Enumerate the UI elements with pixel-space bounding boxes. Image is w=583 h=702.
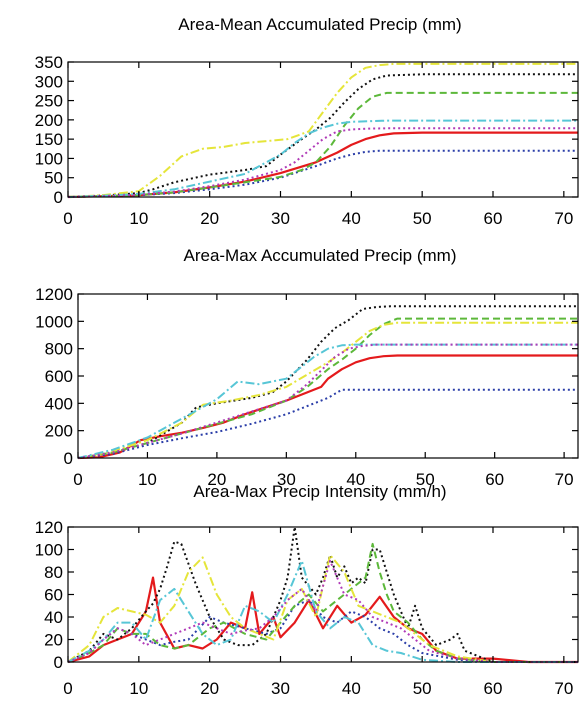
x-tick-label: 30 — [271, 679, 290, 698]
x-tick-label: 40 — [342, 209, 361, 228]
x-tick-label: 10 — [129, 209, 148, 228]
series-line-6 — [77, 343, 578, 459]
series-line-4 — [67, 91, 578, 198]
series-line-7 — [77, 343, 578, 459]
x-tick-label: 0 — [63, 209, 72, 228]
y-tick-label: 20 — [44, 631, 63, 650]
y-tick-label: 100 — [35, 541, 63, 560]
y-tick-label: 800 — [45, 340, 73, 359]
area-max-precip-intensity-chart: 0 10 20 30 40 50 60 70 0 20 40 60 80 100 120 — [35, 518, 579, 698]
y-tick-label: 300 — [35, 72, 63, 91]
series-line-5 — [77, 321, 578, 459]
x-tick-label: 20 — [200, 679, 219, 698]
y-tick-label: 1000 — [35, 312, 73, 331]
y-tick-label: 0 — [64, 449, 73, 468]
series-line-6 — [67, 119, 578, 198]
x-tick-label: 70 — [554, 679, 573, 698]
series-line-1 — [77, 354, 578, 460]
x-tick-label: 20 — [207, 470, 226, 489]
panel-3-title: Area-Max Precip Intensity (mm/h) — [193, 482, 446, 501]
series-line-2 — [77, 388, 578, 459]
panel-2-title: Area-Max Accumulated Precip (mm) — [183, 246, 456, 265]
series-line-7 — [67, 559, 578, 663]
series-line-3 — [67, 526, 578, 663]
series-line-7 — [67, 127, 578, 198]
y-tick-label: 250 — [35, 92, 63, 111]
series-line-5 — [67, 62, 578, 198]
x-tick-label: 20 — [200, 209, 219, 228]
y-tick-label: 200 — [35, 111, 63, 130]
series-line-4 — [67, 542, 578, 663]
series-line-2 — [67, 599, 578, 663]
y-tick-label: 350 — [35, 53, 63, 72]
y-tick-label: 0 — [54, 188, 63, 207]
x-tick-label: 10 — [138, 470, 157, 489]
x-tick-label: 50 — [413, 209, 432, 228]
x-tick-label: 70 — [554, 209, 573, 228]
x-tick-label: 30 — [277, 470, 296, 489]
y-tick-label: 400 — [45, 394, 73, 413]
plot-frame — [77, 293, 579, 459]
x-tick-label: 30 — [271, 209, 290, 228]
series-line-5 — [67, 554, 578, 663]
series-line-3 — [77, 305, 578, 459]
area-max-accumulated-precip-chart: 0 10 20 30 40 50 60 70 0 200 400 600 800 1000 1200 — [35, 285, 579, 489]
x-tick-label: 40 — [342, 679, 361, 698]
series-line-4 — [77, 317, 578, 459]
panel-1-title: Area-Mean Accumulated Precip (mm) — [178, 15, 461, 34]
series-line-2 — [67, 149, 578, 198]
y-tick-label: 0 — [54, 653, 63, 672]
x-tick-label: 50 — [413, 679, 432, 698]
x-tick-label: 60 — [484, 209, 503, 228]
plot-frame — [67, 526, 579, 663]
x-tick-label: 0 — [63, 679, 72, 698]
y-tick-label: 1200 — [35, 285, 73, 304]
y-tick-label: 50 — [44, 169, 63, 188]
series-line-1 — [67, 131, 578, 199]
x-tick-label: 10 — [129, 679, 148, 698]
y-tick-label: 40 — [44, 608, 63, 627]
x-tick-label: 40 — [346, 470, 365, 489]
x-tick-label: 60 — [485, 470, 504, 489]
y-tick-label: 100 — [35, 149, 63, 168]
y-tick-label: 150 — [35, 130, 63, 149]
series-line-6 — [67, 559, 578, 663]
y-tick-label: 60 — [44, 586, 63, 605]
x-tick-label: 70 — [555, 470, 574, 489]
y-tick-label: 600 — [45, 367, 73, 386]
y-tick-label: 120 — [35, 518, 63, 537]
y-tick-label: 80 — [44, 563, 63, 582]
y-tick-label: 200 — [45, 422, 73, 441]
x-tick-label: 60 — [484, 679, 503, 698]
x-tick-label: 0 — [73, 470, 82, 489]
plot-frame — [67, 61, 579, 198]
x-tick-label: 50 — [416, 470, 435, 489]
